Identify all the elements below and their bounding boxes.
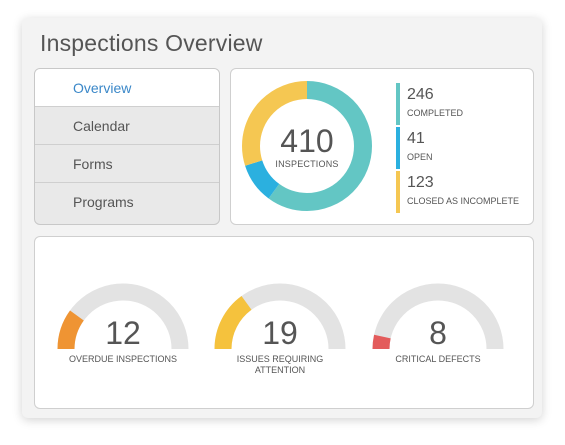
stat-completed-value: 246 bbox=[407, 86, 434, 103]
total-inspections-count: 410 bbox=[280, 123, 334, 159]
overdue-inspections-value: 12 bbox=[105, 315, 141, 351]
page-title: Inspections Overview bbox=[40, 30, 263, 56]
stat-completed-bar bbox=[396, 83, 400, 125]
gauge-critical-arc bbox=[372, 283, 504, 350]
issues-requiring-attention-label: ISSUES REQUIRING ATTENTION bbox=[236, 354, 324, 375]
stat-closed-incomplete-value: 123 bbox=[407, 174, 434, 191]
gauge-critical-defects: 8 CRITICAL DEFECTS bbox=[368, 237, 508, 377]
stat-open-label: OPEN bbox=[407, 152, 433, 162]
stat-open-value: 41 bbox=[407, 130, 425, 147]
gauge-issues-requiring-attention: 19 ISSUES REQUIRING ATTENTION bbox=[210, 237, 350, 377]
gauge-overdue-arc bbox=[57, 283, 189, 350]
stat-completed-label: COMPLETED bbox=[407, 108, 464, 118]
gauge-fill bbox=[57, 310, 84, 350]
stat-closed-incomplete-label: CLOSED AS INCOMPLETE bbox=[407, 196, 520, 206]
stat-closed-incomplete-bar bbox=[396, 171, 400, 213]
nav-item-calendar[interactable]: Calendar bbox=[35, 107, 219, 145]
inspections-summary-panel: 410 INSPECTIONS 246 COMPLETED 41 OPEN 12… bbox=[230, 68, 534, 225]
critical-defects-value: 8 bbox=[429, 315, 447, 351]
gauge-overdue-inspections: 12 OVERDUE INSPECTIONS bbox=[53, 237, 193, 377]
stat-open-bar bbox=[396, 127, 400, 169]
total-inspections-label: INSPECTIONS bbox=[275, 159, 339, 169]
inspections-donut-chart bbox=[242, 81, 372, 211]
nav-item-programs[interactable]: Programs bbox=[73, 194, 134, 210]
nav-item-forms[interactable]: Forms bbox=[35, 145, 219, 183]
sidebar-nav: Overview Calendar Forms Programs bbox=[34, 68, 220, 225]
gauge-fill bbox=[372, 334, 391, 350]
gauge-fill bbox=[214, 296, 252, 350]
donut-slice-closed-as-incomplete bbox=[242, 81, 372, 211]
critical-defects-label: CRITICAL DEFECTS bbox=[395, 354, 481, 364]
gauge-track bbox=[372, 283, 504, 350]
metrics-panel: 12 OVERDUE INSPECTIONS 19 ISSUES REQUIRI… bbox=[34, 236, 534, 409]
overdue-inspections-label: OVERDUE INSPECTIONS bbox=[68, 354, 178, 364]
issues-requiring-attention-value: 19 bbox=[262, 315, 298, 351]
gauge-issues-arc bbox=[214, 283, 346, 350]
nav-item-overview[interactable]: Overview bbox=[35, 69, 219, 107]
